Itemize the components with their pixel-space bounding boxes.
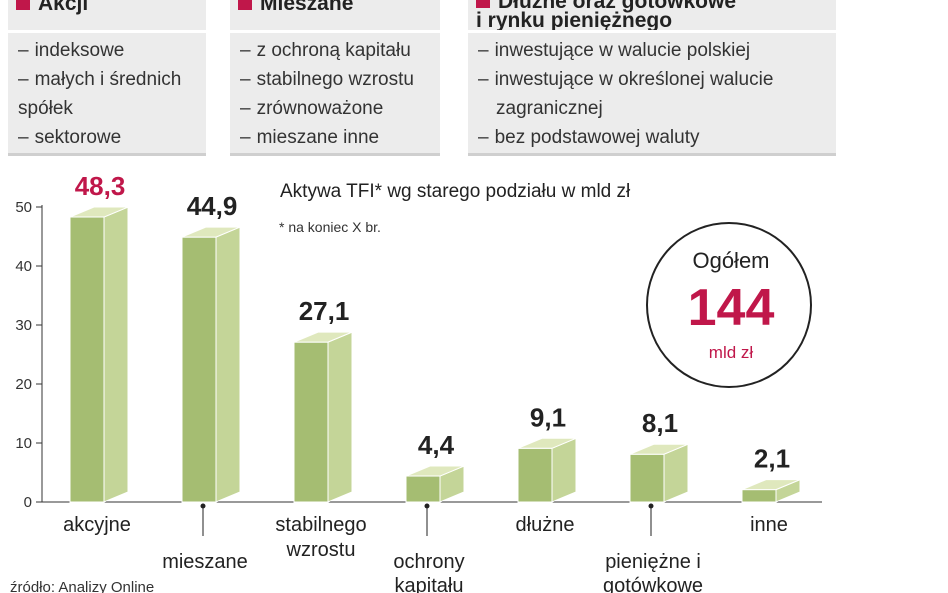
bar (181, 226, 241, 503)
red-square-icon (476, 0, 490, 8)
y-tick-label: 0 (24, 494, 32, 511)
category-leader-dot (648, 503, 654, 509)
category-label: ochrony (393, 551, 464, 573)
bar-side (551, 437, 577, 503)
bar-top (629, 443, 689, 455)
bar-top (741, 479, 801, 491)
bar-top (517, 437, 577, 449)
bar-front (69, 216, 105, 503)
category-box-title: Akcji (16, 0, 88, 14)
list-item-continuation: spółek (18, 98, 73, 119)
bar-front (405, 475, 441, 503)
bar (517, 437, 577, 503)
list-item: – inwestujące w walucie polskiej (478, 40, 751, 61)
bar-top (69, 206, 129, 218)
y-tick-label: 30 (15, 317, 32, 334)
category-box-list: – inwestujące w walucie polskiej – inwestu… (478, 36, 832, 152)
bar (69, 206, 129, 503)
bar (629, 443, 689, 503)
bar-top (293, 331, 353, 343)
bar-side (103, 206, 129, 503)
bar-front (629, 453, 665, 503)
bar-top (405, 465, 465, 477)
bar (293, 331, 353, 503)
category-box-list: – indeksowe – małych i średnich spółek – se… (18, 36, 202, 152)
bar-value-label: 44,9 (187, 191, 238, 221)
list-item: – mieszane inne (240, 127, 380, 148)
bar-value-label: 8,1 (642, 408, 678, 438)
y-tick-label: 50 (15, 199, 32, 216)
category-label: inne (750, 514, 788, 536)
y-tick-label: 20 (15, 376, 32, 393)
chart-title: Aktywa TFI* wg starego podziału w mld zł (280, 181, 631, 202)
category-label: kapitału (395, 575, 464, 593)
bar-front (741, 489, 777, 503)
list-item: – sektorowe (18, 127, 122, 148)
category-leader-dot (200, 503, 206, 509)
category-label: gotówkowe (603, 575, 703, 593)
total-label: Ogółem (692, 248, 769, 273)
red-square-icon (238, 0, 252, 10)
bar-side (215, 226, 241, 503)
list-item: – indeksowe (18, 40, 125, 61)
category-box-list: – z ochroną kapitału – stabilnego wzrostu … (240, 36, 436, 152)
category-label: akcyjne (63, 514, 131, 536)
list-item: – stabilnego wzrostu (240, 69, 414, 90)
category-box-akcji: Akcji – indeksowe – małych i średnich spół… (8, 0, 206, 156)
total-badge: Ogółem 144 mld zł (646, 222, 812, 388)
bar-value-label: 2,1 (754, 444, 790, 474)
total-value: 144 (688, 279, 775, 337)
list-item: – z ochroną kapitału (240, 40, 411, 61)
category-leader-dot (424, 503, 430, 509)
category-box-title: Dłużne oraz gotówkowe i rynku pieniężnego (476, 0, 736, 31)
bar-labels: 48,3 akcyjne 44,9 mieszane 27,1 stabilnego wzr… (63, 171, 790, 593)
category-box-title: Mieszane (238, 0, 353, 14)
list-item: – bez podstawowej waluty (478, 127, 700, 148)
bar-side (327, 331, 353, 503)
bar-value-label: 9,1 (530, 402, 566, 432)
bar-value-label: 48,3 (75, 171, 126, 201)
bar (405, 465, 465, 503)
bar-front (181, 236, 217, 503)
bar-front (293, 341, 329, 503)
list-item: – zrównoważone (240, 98, 384, 119)
category-box-mieszane: Mieszane – z ochroną kapitału – stabilnego… (230, 0, 440, 156)
category-label: pieniężne i (605, 551, 701, 573)
chart-note: * na koniec X br. (279, 219, 381, 235)
bars (69, 206, 801, 503)
total-unit: mld zł (709, 343, 754, 362)
category-box-dluzne: Dłużne oraz gotówkowe i rynku pieniężnego… (468, 0, 836, 156)
bar (741, 478, 801, 503)
bar-top (181, 226, 241, 238)
category-label: mieszane (162, 551, 248, 573)
category-label: dłużne (516, 514, 575, 536)
list-item: – inwestujące w określonej walucie (478, 69, 774, 90)
category-label: stabilnego (275, 514, 366, 536)
y-tick-label: 40 (15, 258, 32, 275)
y-tick-label: 10 (15, 435, 32, 452)
list-item-continuation: zagranicznej (496, 98, 603, 119)
list-item: – małych i średnich (18, 69, 182, 90)
category-label: wzrostu (286, 539, 356, 561)
red-square-icon (16, 0, 30, 10)
bar-front (517, 447, 553, 503)
total-circle (646, 222, 812, 388)
bar-value-label: 27,1 (299, 296, 350, 326)
bar-value-label: 4,4 (418, 430, 455, 460)
source-note: źródło: Analizy Online (10, 579, 154, 593)
